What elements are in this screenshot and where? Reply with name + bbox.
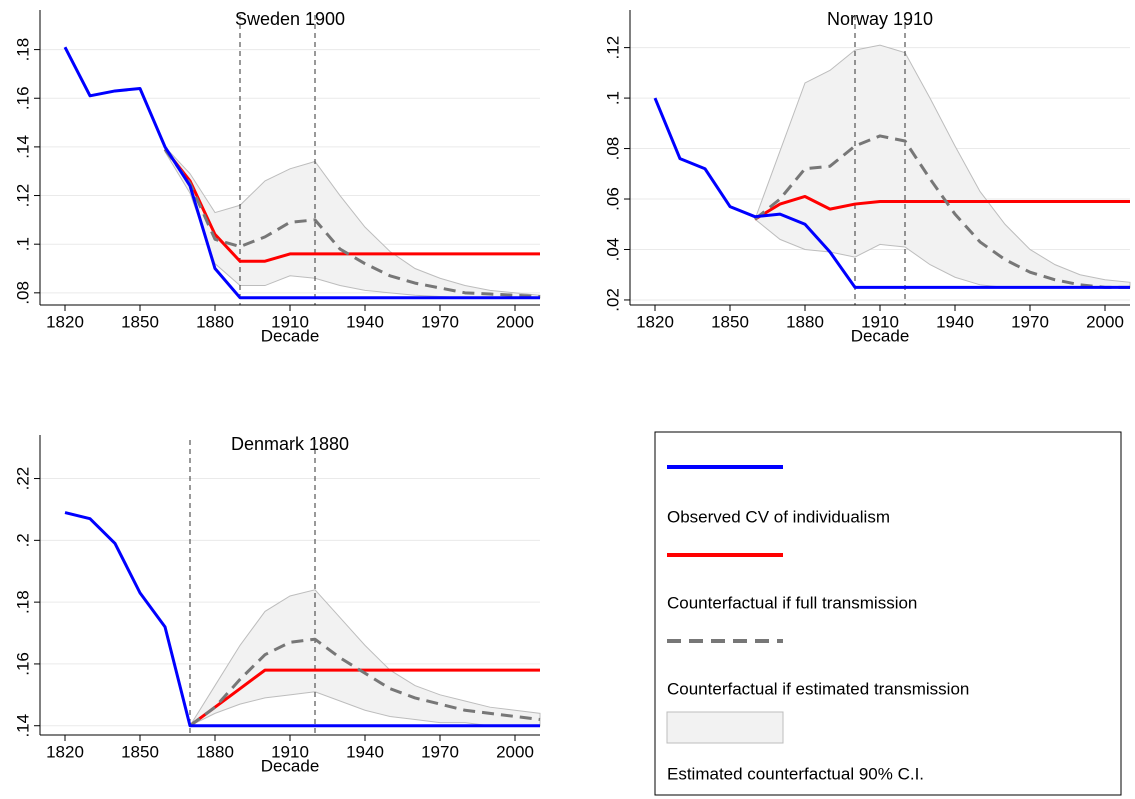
series-line — [163, 148, 540, 263]
y-tick-label: .08 — [13, 281, 32, 305]
legend-label: Observed CV of individualism — [667, 507, 890, 526]
chart-title: Sweden 1900 — [235, 9, 345, 29]
x-tick-label: 1850 — [121, 312, 159, 331]
x-tick-label: 2000 — [496, 312, 534, 331]
y-tick-label: .1 — [603, 91, 622, 105]
y-tick-label: .02 — [603, 288, 622, 312]
x-tick-label: 1820 — [46, 742, 84, 761]
y-tick-label: .16 — [13, 86, 32, 110]
y-tick-label: .14 — [13, 135, 32, 159]
ci-band — [754, 44, 1131, 288]
chart-title: Denmark 1880 — [231, 434, 349, 454]
x-tick-label: 1880 — [786, 312, 824, 331]
y-tick-label: .08 — [603, 137, 622, 161]
series-line — [653, 97, 1130, 289]
x-tick-label: 1970 — [421, 312, 459, 331]
y-tick-label: .18 — [13, 590, 32, 614]
x-tick-label: 1940 — [346, 742, 384, 761]
x-tick-label: 2000 — [496, 742, 534, 761]
x-tick-label: 1910 — [861, 312, 899, 331]
x-tick-label: 1970 — [421, 742, 459, 761]
legend-label: Counterfactual if full transmission — [667, 593, 917, 612]
x-tick-label: 1910 — [271, 742, 309, 761]
chart-title: Norway 1910 — [827, 9, 933, 29]
x-axis-label: Decade — [261, 326, 320, 345]
x-tick-label: 1880 — [196, 742, 234, 761]
legend-label: Estimated counterfactual 90% C.I. — [667, 764, 924, 783]
x-tick-label: 1940 — [936, 312, 974, 331]
series-line — [754, 134, 1130, 289]
series-line — [754, 194, 1130, 221]
x-tick-label: 1820 — [636, 312, 674, 331]
x-axis-label: Decade — [851, 326, 910, 345]
series-line — [64, 511, 540, 728]
y-tick-label: .04 — [603, 238, 622, 262]
legend-label: Counterfactual if estimated transmission — [667, 679, 969, 698]
y-tick-label: .2 — [13, 533, 32, 547]
ci-band — [188, 589, 541, 727]
y-tick-label: .16 — [13, 652, 32, 676]
series-line — [163, 148, 541, 298]
x-axis-label: Decade — [261, 756, 320, 775]
y-tick-label: .14 — [13, 714, 32, 738]
y-tick-label: .18 — [13, 38, 32, 62]
legend-swatch — [666, 711, 784, 744]
x-tick-label: 1850 — [711, 312, 749, 331]
y-tick-label: .22 — [13, 467, 32, 491]
x-tick-label: 2000 — [1086, 312, 1124, 331]
series-line — [63, 46, 540, 300]
series-line — [189, 668, 540, 727]
x-tick-label: 1880 — [196, 312, 234, 331]
x-tick-label: 1850 — [121, 742, 159, 761]
y-tick-label: .1 — [13, 237, 32, 251]
series-line — [189, 637, 541, 727]
x-tick-label: 1940 — [346, 312, 384, 331]
y-tick-label: .12 — [603, 36, 622, 60]
y-tick-label: .06 — [603, 187, 622, 211]
x-tick-label: 1820 — [46, 312, 84, 331]
y-tick-label: .12 — [13, 184, 32, 208]
x-tick-label: 1970 — [1011, 312, 1049, 331]
x-tick-label: 1910 — [271, 312, 309, 331]
